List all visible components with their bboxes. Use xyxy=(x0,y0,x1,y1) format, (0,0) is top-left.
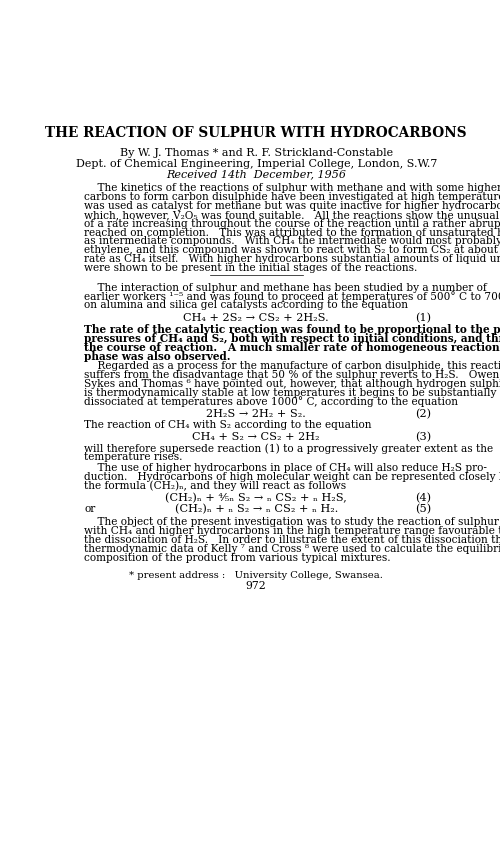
Text: with CH₄ and higher hydrocarbons in the high temperature range favourable to: with CH₄ and higher hydrocarbons in the … xyxy=(84,526,500,536)
Text: Regarded as a process for the manufacture of carbon disulphide, this reaction: Regarded as a process for the manufactur… xyxy=(84,361,500,371)
Text: is thermodynamically stable at low temperatures it begins to be substantially: is thermodynamically stable at low tempe… xyxy=(84,388,496,398)
Text: 2H₂S → 2H₂ + S₂.: 2H₂S → 2H₂ + S₂. xyxy=(206,410,306,420)
Text: suffers from the disadvantage that 50 % of the sulphur reverts to H₂S.   Owen,: suffers from the disadvantage that 50 % … xyxy=(84,370,500,380)
Text: The interaction of sulphur and methane has been studied by a number of: The interaction of sulphur and methane h… xyxy=(84,283,487,293)
Text: The reaction of CH₄ with S₂ according to the equation: The reaction of CH₄ with S₂ according to… xyxy=(84,420,372,431)
Text: CH₄ + 2S₂ → CS₂ + 2H₂S.: CH₄ + 2S₂ → CS₂ + 2H₂S. xyxy=(184,313,329,323)
Text: reached on completion.   This was attributed to the formation of unsaturated hyd: reached on completion. This was attribut… xyxy=(84,228,500,238)
Text: composition of the product from various typical mixtures.: composition of the product from various … xyxy=(84,553,391,563)
Text: of a rate increasing throughout the course of the reaction until a rather abrupt: of a rate increasing throughout the cour… xyxy=(84,219,500,229)
Text: thermodynamic data of Kelly ⁷ and Cross ⁸ were used to calculate the equilibrium: thermodynamic data of Kelly ⁷ and Cross … xyxy=(84,543,500,553)
Text: THE REACTION OF SULPHUR WITH HYDROCARBONS: THE REACTION OF SULPHUR WITH HYDROCARBON… xyxy=(46,126,467,140)
Text: (3): (3) xyxy=(415,432,432,442)
Text: Received 14th  December, 1956: Received 14th December, 1956 xyxy=(166,169,346,179)
Text: dissociated at temperatures above 1000° C, according to the equation: dissociated at temperatures above 1000° … xyxy=(84,397,458,408)
Text: ethylene, and this compound was shown to react with S₂ to form CS₂ at about the : ethylene, and this compound was shown to… xyxy=(84,246,500,256)
Text: (2): (2) xyxy=(415,410,431,420)
Text: The object of the present investigation was to study the reaction of sulphur: The object of the present investigation … xyxy=(84,517,499,527)
Text: the course of reaction.   A much smaller rate of homogeneous reaction in the gas: the course of reaction. A much smaller r… xyxy=(84,342,500,353)
Text: will therefore supersede reaction (1) to a progressively greater extent as the: will therefore supersede reaction (1) to… xyxy=(84,443,494,454)
Text: earlier workers ¹⁻⁵ and was found to proceed at temperatures of 500° C to 700° C: earlier workers ¹⁻⁵ and was found to pro… xyxy=(84,292,500,303)
Text: * present address :   University College, Swansea.: * present address : University College, … xyxy=(130,571,383,579)
Text: temperature rises.: temperature rises. xyxy=(84,452,182,463)
Text: 972: 972 xyxy=(246,580,266,590)
Text: which, however, V₂O₅ was found suitable.   All the reactions show the unusual fe: which, however, V₂O₅ was found suitable.… xyxy=(84,210,500,220)
Text: or: or xyxy=(84,504,96,514)
Text: Sykes and Thomas ⁶ have pointed out, however, that although hydrogen sulphide: Sykes and Thomas ⁶ have pointed out, how… xyxy=(84,379,500,389)
Text: Dept. of Chemical Engineering, Imperial College, London, S.W.7: Dept. of Chemical Engineering, Imperial … xyxy=(76,159,437,169)
Text: the formula (CH₂)ₙ, and they will react as follows: the formula (CH₂)ₙ, and they will react … xyxy=(84,480,346,491)
Text: (5): (5) xyxy=(415,504,432,514)
Text: carbons to form carbon disulphide have been investigated at high temperatures.  : carbons to form carbon disulphide have b… xyxy=(84,192,500,202)
Text: The rate of the catalytic reaction was found to be proportional to the partial: The rate of the catalytic reaction was f… xyxy=(84,325,500,336)
Text: were shown to be present in the initial stages of the reactions.: were shown to be present in the initial … xyxy=(84,263,417,273)
Text: as intermediate compounds.   With CH₄ the intermediate would most probably be: as intermediate compounds. With CH₄ the … xyxy=(84,236,500,246)
Text: rate as CH₄ itself.   With higher hydrocarbons substantial amounts of liquid uns: rate as CH₄ itself. With higher hydrocar… xyxy=(84,254,500,264)
Text: was used as catalyst for methane but was quite inactive for higher hydrocarbons,: was used as catalyst for methane but was… xyxy=(84,201,500,211)
Text: (CH₂)ₙ + ⅘ₙ S₂ → ₙ CS₂ + ₙ H₂S,: (CH₂)ₙ + ⅘ₙ S₂ → ₙ CS₂ + ₙ H₂S, xyxy=(166,493,347,504)
Text: the dissociation of H₂S.   In order to illustrate the extent of this dissociatio: the dissociation of H₂S. In order to ill… xyxy=(84,535,500,545)
Text: pressures of CH₄ and S₂, both with respect to initial conditions, and throughout: pressures of CH₄ and S₂, both with respe… xyxy=(84,333,500,344)
Text: (CH₂)ₙ + ₙ S₂ → ₙ CS₂ + ₙ H₂.: (CH₂)ₙ + ₙ S₂ → ₙ CS₂ + ₙ H₂. xyxy=(174,504,338,514)
Text: CH₄ + S₂ → CS₂ + 2H₂: CH₄ + S₂ → CS₂ + 2H₂ xyxy=(192,432,320,442)
Text: phase was also observed.: phase was also observed. xyxy=(84,351,231,362)
Text: The kinetics of the reactions of sulphur with methane and with some higher hydro: The kinetics of the reactions of sulphur… xyxy=(84,183,500,193)
Text: The use of higher hydrocarbons in place of CH₄ will also reduce H₂S pro-: The use of higher hydrocarbons in place … xyxy=(84,463,487,473)
Text: on alumina and silica gel catalysts according to the equation: on alumina and silica gel catalysts acco… xyxy=(84,300,408,310)
Text: (4): (4) xyxy=(415,493,431,504)
Text: (1): (1) xyxy=(415,313,431,324)
Text: duction.   Hydrocarbons of high molecular weight can be represented closely by: duction. Hydrocarbons of high molecular … xyxy=(84,472,500,482)
Text: By W. J. Thomas * and R. F. Strickland-Constable: By W. J. Thomas * and R. F. Strickland-C… xyxy=(120,148,393,158)
